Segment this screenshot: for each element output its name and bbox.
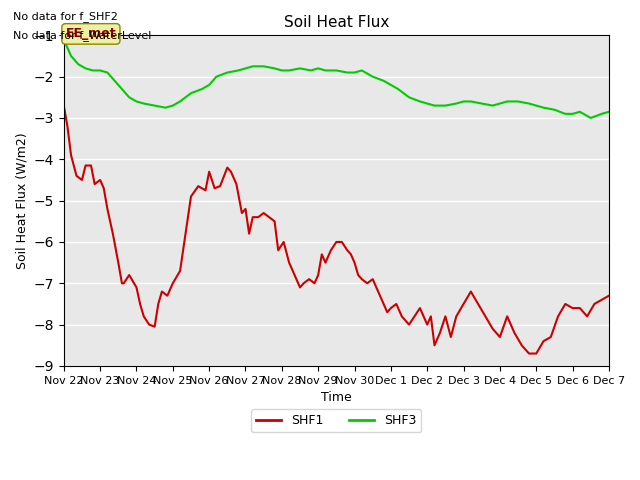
SHF1 <box>411 313 419 319</box>
SHF3 <box>212 74 220 80</box>
SHF1 <box>447 334 454 340</box>
SHF1 <box>145 322 153 327</box>
Text: No data for f_SHF2: No data for f_SHF2 <box>13 11 118 22</box>
SHF1 <box>525 351 533 357</box>
SHF1 <box>60 103 68 108</box>
SHF1 <box>291 272 298 278</box>
SHF1 <box>605 293 612 299</box>
SHF3 <box>60 36 68 42</box>
SHF3 <box>431 103 438 108</box>
Legend: SHF1, SHF3: SHF1, SHF3 <box>252 409 421 432</box>
SHF3 <box>307 68 315 73</box>
SHF1 <box>503 313 511 319</box>
Text: EE_met: EE_met <box>65 27 116 40</box>
SHF3 <box>198 86 205 92</box>
SHF3 <box>605 109 612 115</box>
SHF3 <box>587 115 595 121</box>
Title: Soil Heat Flux: Soil Heat Flux <box>284 15 389 30</box>
X-axis label: Time: Time <box>321 391 352 404</box>
Line: SHF3: SHF3 <box>64 39 609 118</box>
SHF1 <box>158 288 166 294</box>
Line: SHF1: SHF1 <box>64 106 609 354</box>
SHF3 <box>322 68 330 73</box>
Y-axis label: Soil Heat Flux (W/m2): Soil Heat Flux (W/m2) <box>15 132 28 269</box>
Text: No data for f_WaterLevel: No data for f_WaterLevel <box>13 30 151 41</box>
SHF3 <box>598 111 605 117</box>
